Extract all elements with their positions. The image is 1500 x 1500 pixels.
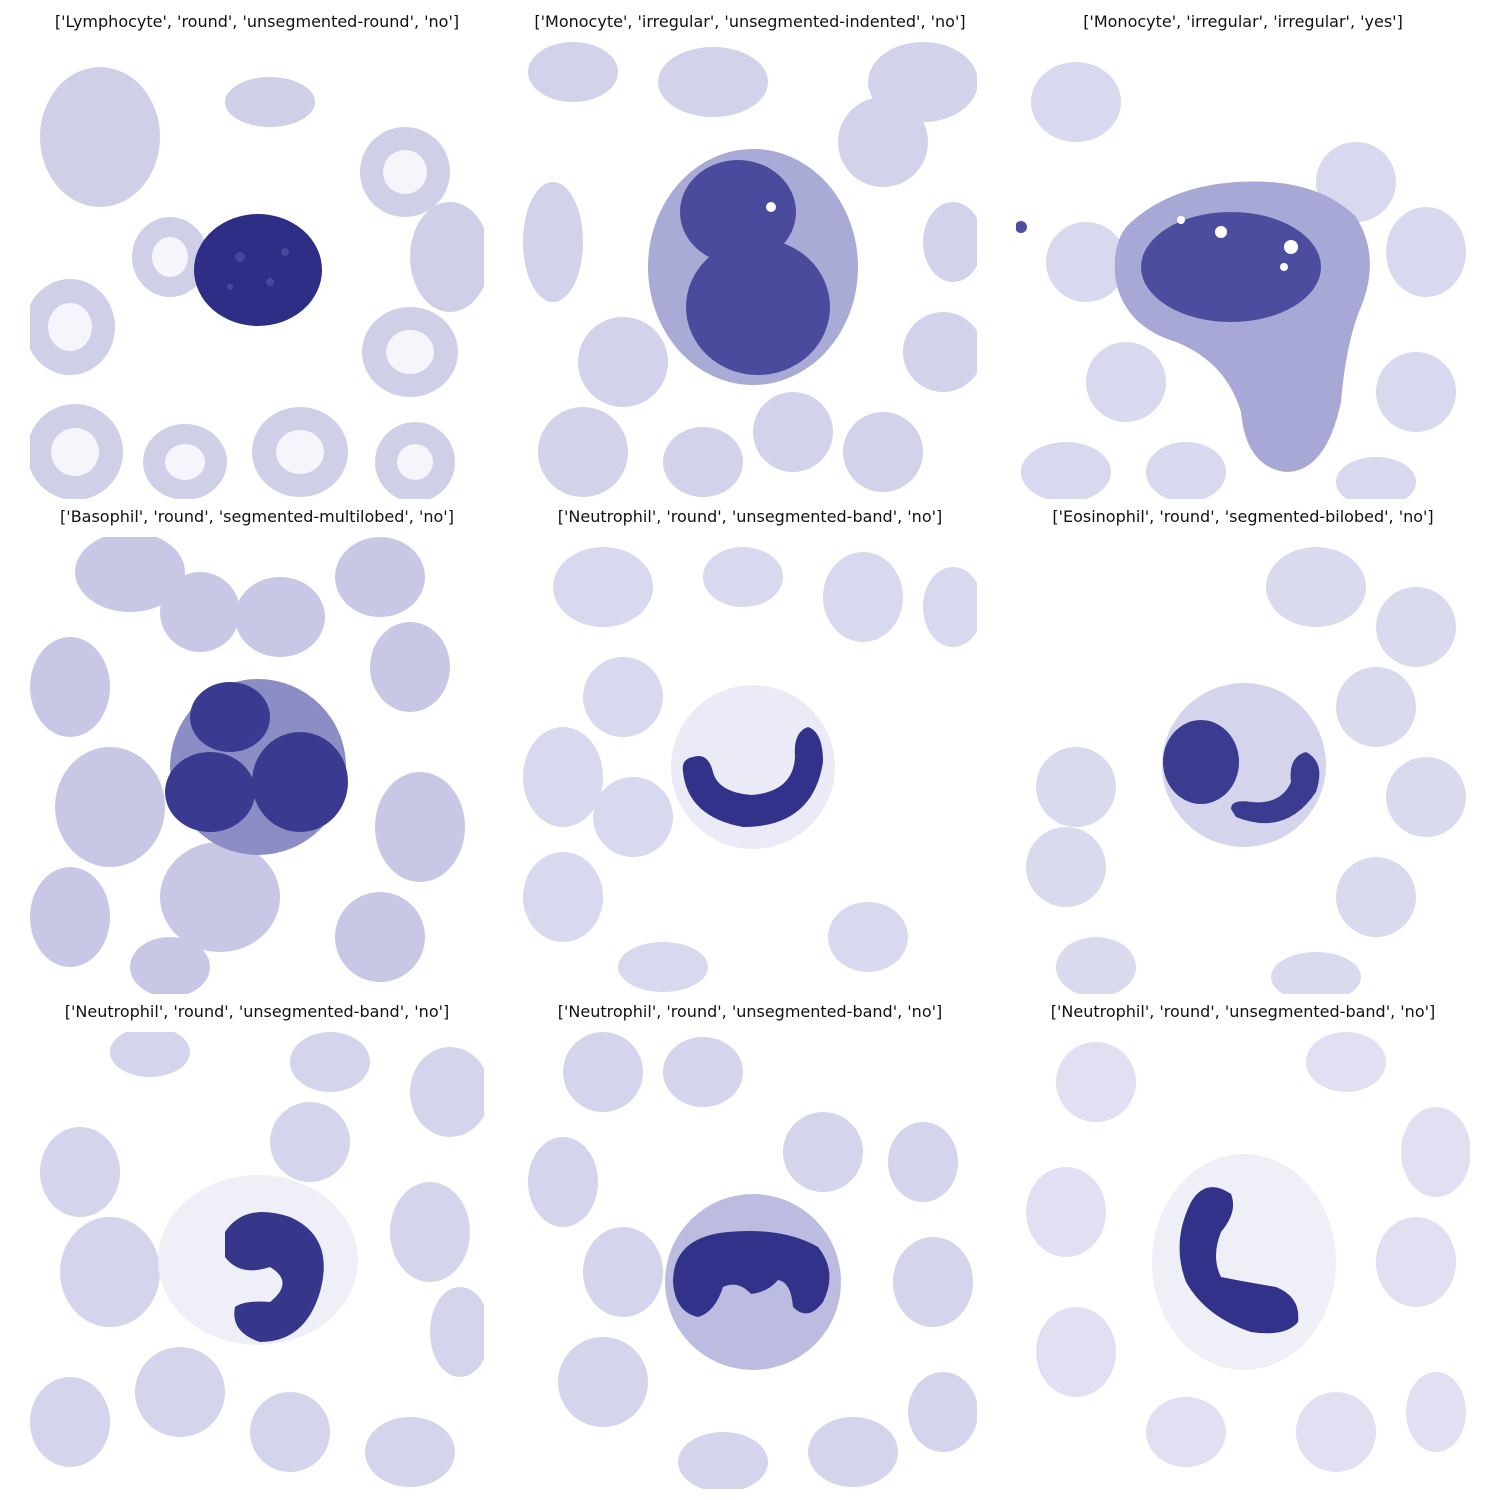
panel-title: ['Monocyte', 'irregular', 'unsegmented-i… (534, 12, 966, 31)
cell-image-eosinophil (1016, 537, 1470, 994)
cell-image-neutrophil (523, 537, 977, 994)
panel-title: ['Monocyte', 'irregular', 'irregular', '… (1083, 12, 1403, 31)
cell-image-neutrophil (1016, 1032, 1470, 1489)
panel-title: ['Neutrophil', 'round', 'unsegmented-ban… (1050, 1002, 1436, 1021)
panel-title: ['Lymphocyte', 'round', 'unsegmented-rou… (54, 12, 460, 31)
panel-title: ['Neutrophil', 'round', 'unsegmented-ban… (557, 507, 943, 526)
cell-image-lymphocyte (30, 42, 484, 499)
cell-image-monocyte (523, 42, 977, 499)
panel-title: ['Neutrophil', 'round', 'unsegmented-ban… (64, 1002, 450, 1021)
cell-image-neutrophil (523, 1032, 977, 1489)
panel-title: ['Basophil', 'round', 'segmented-multilo… (60, 507, 454, 526)
cell-image-basophil (30, 537, 484, 994)
cell-image-neutrophil (30, 1032, 484, 1489)
panel-title: ['Eosinophil', 'round', 'segmented-bilob… (1052, 507, 1434, 526)
panel-title: ['Neutrophil', 'round', 'unsegmented-ban… (557, 1002, 943, 1021)
cell-image-monocyte (1016, 42, 1470, 499)
